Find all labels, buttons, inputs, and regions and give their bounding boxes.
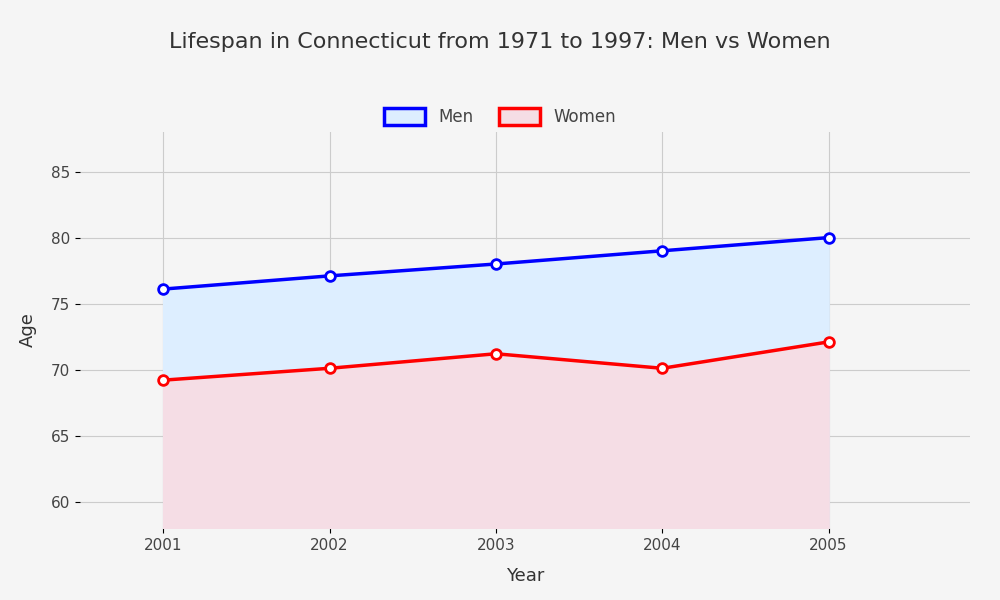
- X-axis label: Year: Year: [506, 566, 544, 584]
- Text: Lifespan in Connecticut from 1971 to 1997: Men vs Women: Lifespan in Connecticut from 1971 to 199…: [169, 32, 831, 52]
- Legend: Men, Women: Men, Women: [377, 101, 623, 133]
- Y-axis label: Age: Age: [19, 313, 37, 347]
